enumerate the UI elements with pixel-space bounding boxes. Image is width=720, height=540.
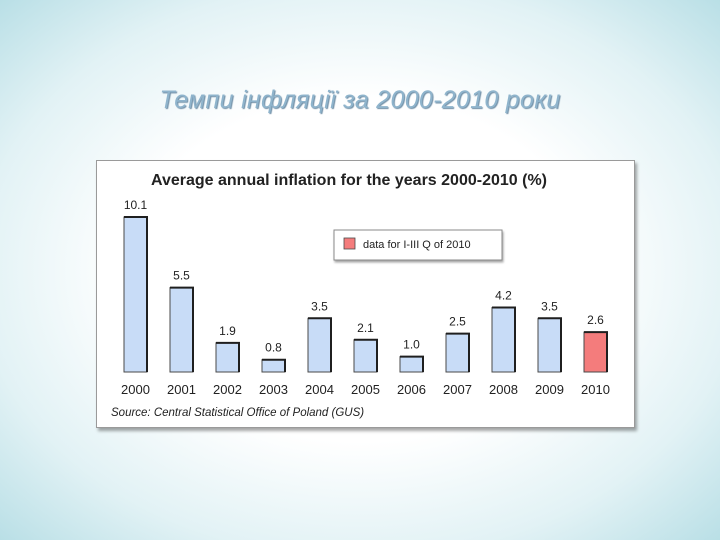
category-label-2005: 2005 [351, 382, 380, 397]
bar-edge-2001 [170, 286, 194, 372]
chart-title: Average annual inflation for the years 2… [151, 172, 547, 189]
category-label-2004: 2004 [305, 382, 334, 397]
category-label-2001: 2001 [167, 382, 196, 397]
bar-2005 [353, 339, 378, 373]
bar-2009 [537, 317, 562, 373]
bar-2006 [399, 356, 424, 373]
bar-2002 [215, 342, 240, 373]
bar-edge-2002 [216, 341, 240, 372]
bar-2008 [491, 307, 516, 373]
category-label-2000: 2000 [121, 382, 150, 397]
value-label-2006: 1.0 [403, 338, 420, 352]
category-label-2002: 2002 [213, 382, 242, 397]
value-label-2005: 2.1 [357, 321, 374, 335]
category-label-2008: 2008 [489, 382, 518, 397]
value-label-2001: 5.5 [173, 269, 190, 283]
legend-box [333, 229, 503, 261]
slide-title: Темпи інфляції за 2000-2010 роки [159, 86, 561, 114]
category-label-2010: 2010 [581, 382, 610, 397]
bar-edge-2007 [446, 332, 470, 372]
bar-2000 [123, 216, 148, 373]
legend: data for I-III Q of 2010 [333, 229, 503, 261]
bar-edge-2005 [354, 338, 378, 372]
bar-edge-2010 [584, 331, 608, 372]
value-labels: 10.1 5.5 1.9 0.8 3.5 2.1 1.0 2.5 4.2 3.5 2.6 [124, 198, 604, 355]
bar-edge-2009 [538, 317, 562, 372]
value-label-2000: 10.1 [124, 198, 148, 212]
value-label-2008: 4.2 [495, 289, 512, 303]
bar-edge-2000 [124, 216, 148, 372]
value-label-2002: 1.9 [219, 324, 236, 338]
value-label-2009: 3.5 [541, 299, 558, 313]
bar-2007 [445, 333, 470, 373]
value-label-2010: 2.6 [587, 313, 604, 327]
category-labels: 2000 2001 2002 2003 2004 2005 2006 2007 2008 2009… [121, 382, 610, 397]
value-label-2004: 3.5 [311, 299, 328, 313]
bar-edge-2003 [262, 358, 286, 372]
chart-frame: Average annual inflation for the years 2… [96, 160, 635, 428]
bars [123, 216, 608, 373]
category-label-2009: 2009 [535, 382, 564, 397]
legend-swatch [343, 237, 356, 250]
value-label-2007: 2.5 [449, 315, 466, 329]
bar-2010 [583, 331, 608, 373]
bar-2003 [261, 359, 286, 373]
category-label-2006: 2006 [397, 382, 426, 397]
bar-edge-2004 [308, 317, 332, 372]
bar-2001 [169, 287, 194, 373]
bar-chart: Average annual inflation for the years 2… [111, 172, 610, 419]
source-note: Source: Central Statistical Office of Po… [111, 407, 364, 419]
category-label-2003: 2003 [259, 382, 288, 397]
legend-label: data for I-III Q of 2010 [363, 239, 471, 251]
bar-2004 [307, 317, 332, 373]
bar-edge-2008 [492, 306, 516, 372]
value-label-2003: 0.8 [265, 341, 282, 355]
category-label-2007: 2007 [443, 382, 472, 397]
bar-edge-2006 [400, 355, 424, 372]
